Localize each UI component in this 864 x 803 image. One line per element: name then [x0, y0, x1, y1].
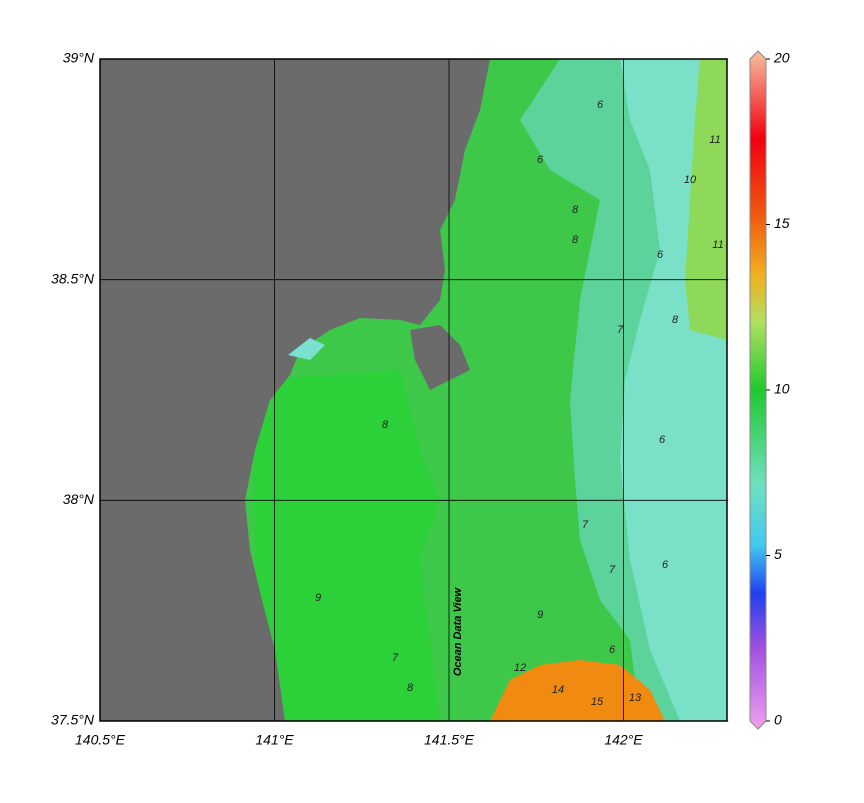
y-tick-label: 38°N	[63, 491, 95, 507]
colorbar	[749, 50, 767, 730]
land	[100, 59, 490, 721]
colorbar-tick-label: 5	[774, 546, 782, 562]
contour-label: 6	[662, 559, 669, 571]
contour-label: 8	[572, 204, 579, 216]
colorbar-tick-label: 0	[774, 712, 782, 728]
colorbar-tick-label: 15	[774, 215, 790, 231]
contour-label: 10	[684, 174, 697, 186]
contour-label: 6	[537, 154, 544, 166]
x-tick-label: 140.5°E	[75, 732, 126, 748]
peninsula	[410, 325, 470, 390]
y-tick-label: 39°N	[63, 50, 95, 66]
contour-label: 8	[572, 234, 579, 246]
bay-water	[288, 338, 325, 360]
x-tick-label: 141.5°E	[424, 732, 475, 748]
y-tick-label: 38.5°N	[51, 270, 95, 286]
contour-label: 6	[659, 434, 666, 446]
contour-label: 7	[392, 652, 399, 664]
contour-label: 11	[712, 239, 723, 251]
colorbar-tick-label: 20	[773, 50, 790, 66]
contour-label: 7	[617, 324, 624, 336]
contour-label: 13	[629, 692, 642, 704]
warm-strip	[685, 59, 727, 340]
contour-label: 7	[609, 564, 616, 576]
map-field	[100, 59, 727, 721]
contour-label: 8	[382, 419, 389, 431]
contour-label: 6	[597, 99, 604, 111]
contour-label: 8	[672, 314, 679, 326]
warm-eddy	[490, 660, 665, 721]
x-tick-label: 141°E	[255, 732, 294, 748]
contour-label: 14	[552, 684, 564, 696]
y-tick-label: 37.5°N	[51, 712, 95, 728]
contour-label: 12	[514, 662, 526, 674]
x-tick-label: 142°E	[604, 732, 643, 748]
contour-label: 9	[537, 609, 543, 621]
contour-label: 7	[582, 519, 589, 531]
contour-label: 6	[657, 249, 664, 261]
contour-label: 8	[407, 682, 414, 694]
contour-label: 15	[591, 696, 604, 708]
coastal-water	[250, 370, 440, 721]
contour-label: 6	[609, 644, 616, 656]
contour-label: 11	[709, 134, 720, 146]
contour-label: 9	[315, 592, 321, 604]
colorbar-tick-label: 10	[774, 381, 790, 397]
colorbar-label: Ocean Data View	[452, 586, 464, 676]
